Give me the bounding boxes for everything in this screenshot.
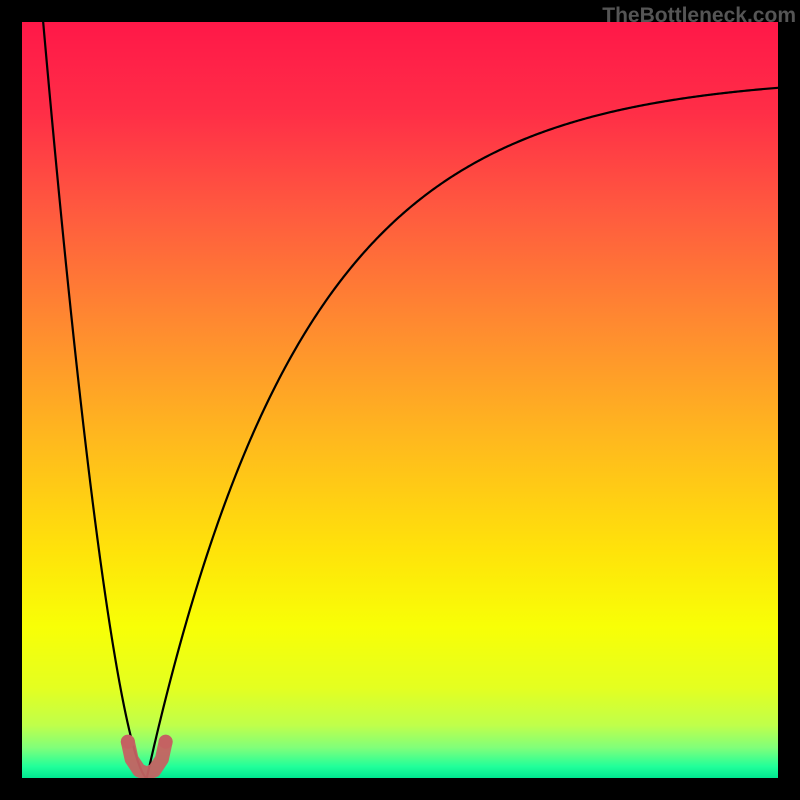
plot-area	[22, 22, 778, 778]
chart-svg	[22, 22, 778, 778]
watermark-text: TheBottleneck.com	[602, 4, 796, 28]
gradient-background	[22, 22, 778, 778]
